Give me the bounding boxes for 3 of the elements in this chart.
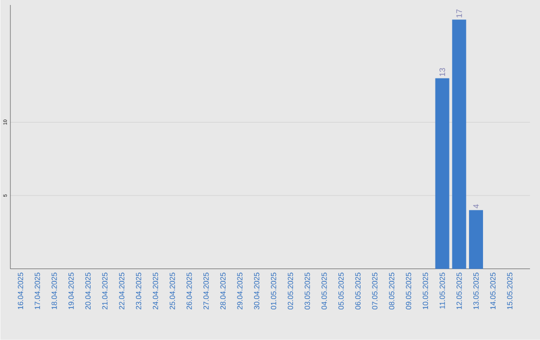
- bar: [469, 210, 484, 269]
- bar: [452, 20, 466, 269]
- bar: [435, 78, 450, 269]
